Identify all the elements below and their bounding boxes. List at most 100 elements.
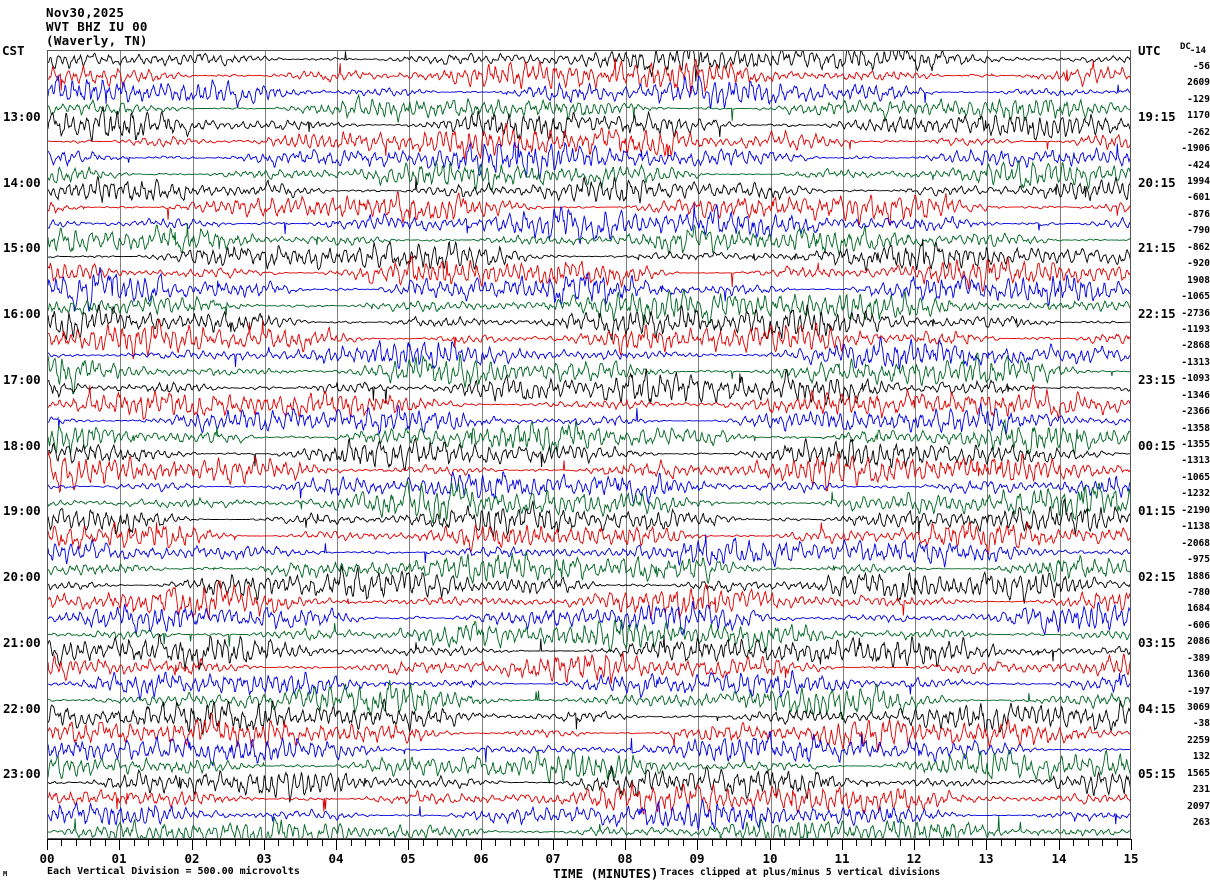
dc-column-header-text: DC [1180, 42, 1191, 52]
seismic-trace [48, 267, 1130, 312]
seismic-trace [48, 304, 1130, 341]
utc-time-label: 04:15 [1138, 700, 1176, 716]
x-axis-minor-tick [885, 839, 886, 846]
x-axis-minor-tick [379, 839, 380, 846]
x-axis-minor-tick [235, 839, 236, 846]
x-axis-major-tick [408, 839, 409, 850]
seismic-trace [48, 122, 1130, 160]
dc-offset-value: -389 [1187, 652, 1210, 664]
x-axis-minor-tick [712, 839, 713, 846]
dc-offset-value: 2259 [1187, 734, 1210, 746]
x-axis-tick-label: 11 [834, 851, 850, 866]
x-axis-tick-label: 06 [473, 851, 489, 866]
cst-time-label: 14:00 [3, 174, 41, 190]
seismic-trace [48, 669, 1130, 701]
cst-time-label: 20:00 [3, 569, 41, 584]
dc-offset-value: 2086 [1187, 636, 1210, 648]
dc-offset-value: -38 [1192, 718, 1210, 730]
x-axis-major-tick [914, 839, 915, 850]
seismic-trace [48, 498, 1130, 538]
seismic-trace [48, 191, 1130, 226]
x-axis-tick-label: 13 [978, 851, 994, 866]
dc-offset-value: -862 [1187, 241, 1210, 253]
dc-offset-value: 263 [1192, 817, 1210, 829]
seismic-trace [48, 57, 1130, 94]
seismic-trace [48, 652, 1130, 684]
x-axis-tick-label: 01 [111, 851, 127, 866]
x-axis-minor-tick [929, 839, 930, 846]
x-axis-minor-tick [943, 839, 944, 846]
x-axis-major-tick [553, 839, 554, 850]
dc-offset-value: 1684 [1187, 603, 1210, 615]
seismic-trace [48, 451, 1130, 494]
dc-offset-value: 132 [1192, 751, 1210, 763]
seismic-trace [48, 203, 1130, 245]
dc-offset-value: 1565 [1187, 767, 1210, 779]
utc-time-label: 22:15 [1138, 306, 1176, 321]
cst-time-label: 13:00 [3, 108, 41, 124]
seismic-trace [48, 93, 1130, 123]
x-axis-minor-tick [76, 839, 77, 846]
x-axis-minor-tick [640, 839, 641, 846]
dc-offset-value: 1994 [1187, 176, 1210, 187]
dc-offset-value: 3069 [1187, 702, 1210, 713]
minute-gridline [1060, 51, 1061, 838]
seismic-trace [48, 749, 1130, 785]
x-axis-minor-tick [1073, 839, 1074, 846]
dc-offset-value: -262 [1187, 126, 1210, 138]
minute-gridline [698, 51, 699, 838]
dc-offset-value: -2868 [1181, 340, 1210, 352]
dc-offset-value: -1193 [1181, 323, 1210, 335]
header-site: (Waverly, TN) [46, 33, 148, 48]
x-axis-minor-tick [958, 839, 959, 846]
x-axis-minor-tick [437, 839, 438, 846]
seismic-trace [48, 318, 1130, 360]
x-axis-minor-tick [148, 839, 149, 846]
seismic-trace [48, 579, 1130, 620]
x-axis-minor-tick [900, 839, 901, 846]
minute-gridline [409, 51, 410, 838]
seismic-trace [48, 565, 1130, 604]
dc-offset-value: -1346 [1181, 389, 1210, 401]
dc-offset-value: -56 [1192, 60, 1210, 72]
x-axis-minor-tick [827, 839, 828, 846]
dc-offset-value: -790 [1187, 225, 1210, 237]
x-axis-minor-tick [1001, 839, 1002, 846]
header-date: Nov30,2025 [46, 5, 125, 20]
x-axis-line [47, 839, 1131, 840]
x-axis-minor-tick [423, 839, 424, 846]
x-axis-minor-tick [871, 839, 872, 846]
x-axis-major-tick [119, 839, 120, 850]
seismic-trace [48, 74, 1130, 109]
x-axis-tick-label: 04 [328, 851, 344, 866]
seismic-trace [48, 534, 1130, 568]
left-timezone-label: CST [2, 43, 25, 58]
x-axis-tick-label: 12 [906, 851, 922, 866]
x-axis-major-tick [1131, 839, 1132, 850]
x-axis-major-tick [336, 839, 337, 850]
seismic-trace [48, 141, 1130, 179]
utc-time-label: 01:15 [1138, 503, 1176, 519]
x-axis-minor-tick [452, 839, 453, 846]
dc-offset-value: -1355 [1181, 439, 1210, 450]
cst-time-label: 23:00 [3, 766, 41, 782]
x-axis-tick-label: 03 [256, 851, 272, 866]
dc-offset-value: 1170 [1187, 110, 1210, 122]
x-axis-minor-tick [206, 839, 207, 846]
dc-offset-value: -2190 [1181, 504, 1210, 516]
x-axis-minor-tick [90, 839, 91, 846]
dc-offset-value: -876 [1187, 208, 1210, 220]
dc-offset-value: -606 [1187, 619, 1210, 631]
clip-note: Traces clipped at plus/minus 5 vertical … [660, 867, 941, 878]
dc-offset-value: -1065 [1181, 471, 1210, 483]
header-channel: WVT BHZ IU 00 [46, 19, 148, 34]
seismic-trace [48, 418, 1130, 456]
dc-offset-value: 231 [1192, 784, 1210, 796]
minute-gridline [337, 51, 338, 838]
seismic-traces [48, 51, 1130, 838]
utc-time-label: 03:15 [1138, 634, 1176, 650]
seismogram-plot-area[interactable] [47, 50, 1131, 839]
x-axis-major-tick [697, 839, 698, 850]
x-axis-minor-tick [365, 839, 366, 846]
dc-offset-value: -197 [1187, 685, 1210, 697]
